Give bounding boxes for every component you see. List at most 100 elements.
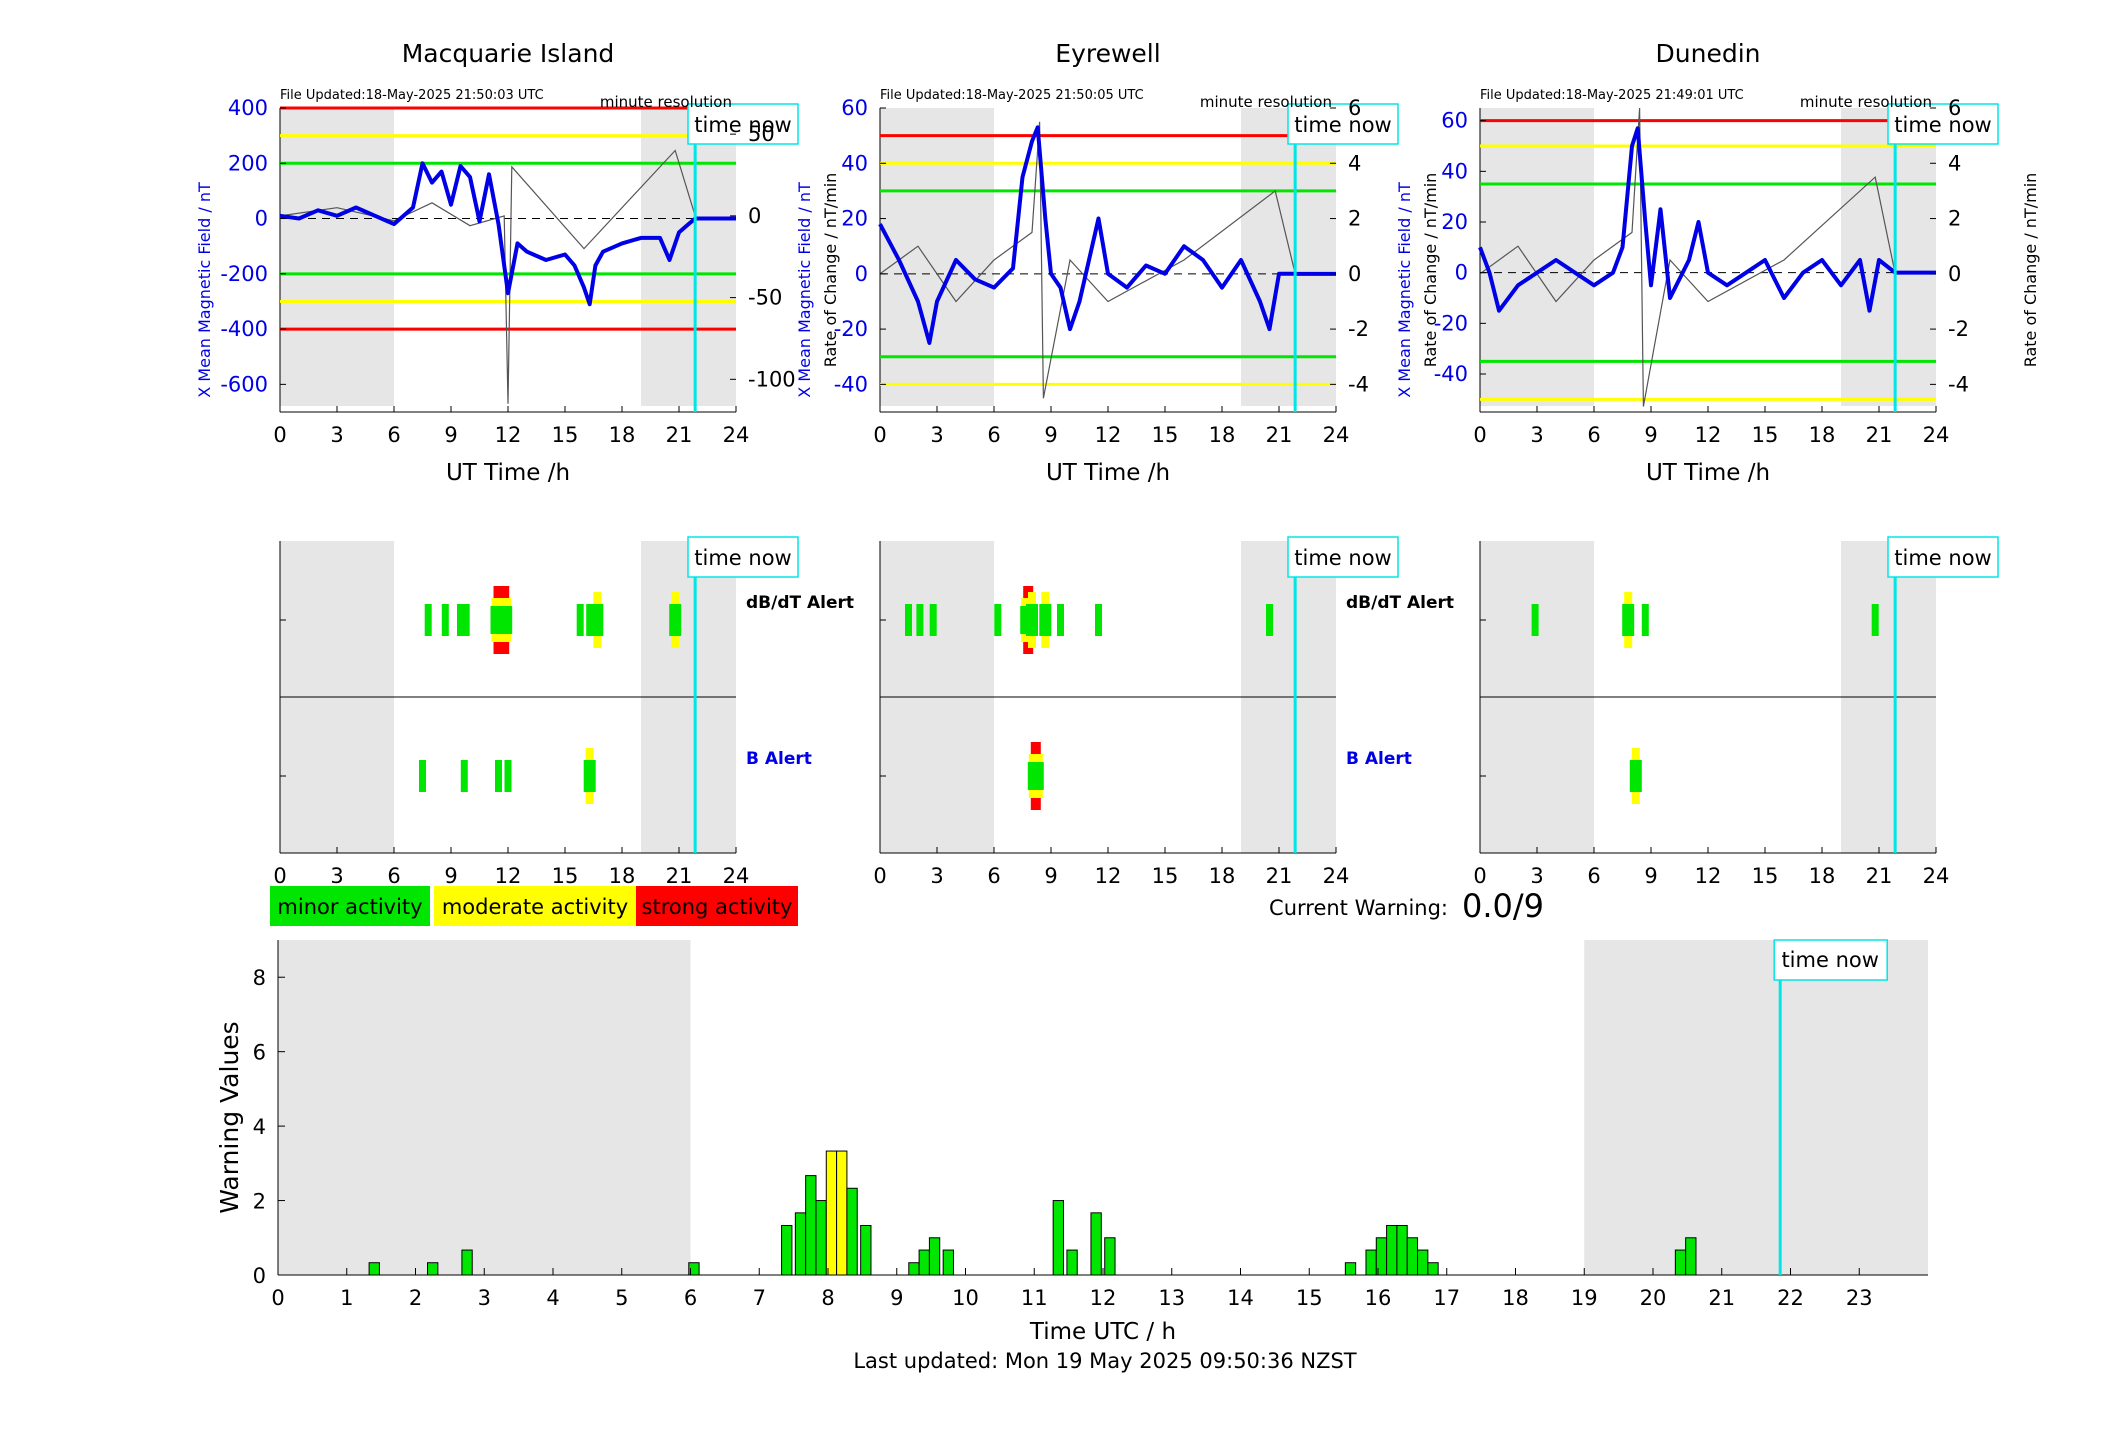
alert-bar-minor [495,760,502,792]
y2-tick-label: -50 [748,286,782,310]
warning-bar [815,1200,827,1276]
warning-bar [825,1150,838,1276]
y-tick-label: -40 [834,372,868,396]
x-tick-label: 9 [1044,864,1057,888]
y-axis-label-left: X Mean Magnetic Field / nT [195,182,214,398]
activity-legend: minor activity moderate activity strong ac… [270,886,798,926]
time-now-label: time now [1894,546,1991,570]
time-now-label: time now [1294,113,1391,137]
warning-bar [942,1249,954,1276]
x-tick-label: 18 [1502,1286,1529,1310]
x-tick-label: 24 [723,864,750,888]
field-panel-0: time now Macquarie Island File Updated:18-… [195,39,840,486]
x-tick-label: 19 [1571,1286,1598,1310]
x-tick-label: 15 [1296,1286,1323,1310]
x-tick-label: 0 [1473,423,1486,447]
y2-tick-label: 0 [1948,262,1961,286]
legend-label-moderate: moderate activity [442,895,628,919]
time-now-label: time now [1294,546,1391,570]
station-title: Eyrewell [1055,39,1160,68]
x-tick-label: 9 [1644,423,1657,447]
x-tick-label: 6 [387,423,400,447]
file-updated: File Updated:18-May-2025 21:49:01 UTC [1480,88,1744,103]
x-tick-label: 18 [1809,864,1836,888]
x-tick-label: 18 [1209,864,1236,888]
time-now-box [1287,536,1399,578]
x-tick-label: 0 [1473,864,1486,888]
x-tick-label: 21 [666,423,693,447]
alert-bar-minor [1641,604,1649,636]
x-tick-label: 9 [890,1286,903,1310]
y-tick-label: 2 [253,1190,266,1214]
x-tick-label: 6 [1587,423,1600,447]
y-axis-label-left: X Mean Magnetic Field / nT [795,182,814,398]
legend-label-strong: strong activity [642,895,793,919]
y2-tick-label: -4 [1348,372,1369,396]
y-tick-label: 0 [855,262,868,286]
warning-bar [1386,1224,1398,1276]
alert-bar-minor [929,604,937,636]
alert-bar-minor [1266,604,1273,636]
y2-tick-label: -2 [1948,317,1969,341]
field-line [279,161,697,307]
legend-swatch-strong [636,886,798,926]
warning-bar [805,1175,817,1276]
x-tick-label: 12 [495,864,522,888]
last-updated: Last updated: Mon 19 May 2025 09:50:36 N… [853,1349,1356,1373]
alert-bar-minor [916,604,924,636]
alert-bar-minor [1629,760,1642,792]
y-tick-label: 40 [1441,159,1468,183]
x-tick-label: 9 [1644,864,1657,888]
y-tick-label: 20 [841,207,868,231]
current-warning-value: 0.0/9 [1462,887,1544,925]
warning-bar [1685,1237,1697,1276]
x-tick-label: 17 [1433,1286,1460,1310]
x-axis-label: UT Time /h [446,460,570,486]
y-tick-label: 8 [253,966,266,990]
alert-bar-minor [460,760,468,792]
night-shade [1480,108,1594,406]
x-tick-label: 9 [444,864,457,888]
time-now-label: time now [1781,948,1878,972]
y-tick-label: -20 [1434,311,1468,335]
field-line [1478,126,1897,313]
x-tick-label: 20 [1640,1286,1667,1310]
x-tick-label: 9 [444,423,457,447]
resolution-label: minute resolution [600,93,732,111]
warning-bar [781,1224,793,1276]
x-tick-label: 21 [1866,423,1893,447]
warning-bar [918,1249,930,1276]
x-tick-label: 24 [1923,864,1950,888]
x-tick-label: 6 [1587,864,1600,888]
x-tick-label: 2 [409,1286,422,1310]
file-updated: File Updated:18-May-2025 21:50:03 UTC [280,88,544,103]
dbdt-alert-label: dB/dT Alert [1346,593,1454,613]
x-axis-label: UT Time /h [1046,460,1170,486]
alert-bar-minor [905,604,912,636]
x-tick-label: 18 [609,864,636,888]
alert-bar-minor [441,604,449,636]
night-shade [278,940,691,1275]
time-now-box [1887,103,1999,145]
x-tick-label: 18 [1809,423,1836,447]
warning-bar [1417,1249,1429,1276]
y-tick-label: 6 [253,1041,266,1065]
y2-tick-label: 2 [1348,207,1361,231]
x-tick-label: 16 [1365,1286,1392,1310]
time-now-label: time now [1894,113,1991,137]
y-tick-label: -20 [834,317,868,341]
x-tick-label: 3 [1530,864,1543,888]
x-tick-label: 18 [609,423,636,447]
x-tick-label: 23 [1846,1286,1873,1310]
alert-bar-minor [1622,604,1635,636]
dbdt-alert-label: dB/dT Alert [746,593,854,613]
x-tick-label: 6 [987,864,1000,888]
x-tick-label: 1 [340,1286,353,1310]
x-tick-label: 8 [821,1286,834,1310]
resolution-label: minute resolution [1200,93,1332,111]
x-tick-label: 3 [478,1286,491,1310]
y-tick-label: 60 [1441,109,1468,133]
time-now-label: time now [694,546,791,570]
x-tick-label: 0 [873,864,886,888]
x-tick-label: 5 [615,1286,628,1310]
